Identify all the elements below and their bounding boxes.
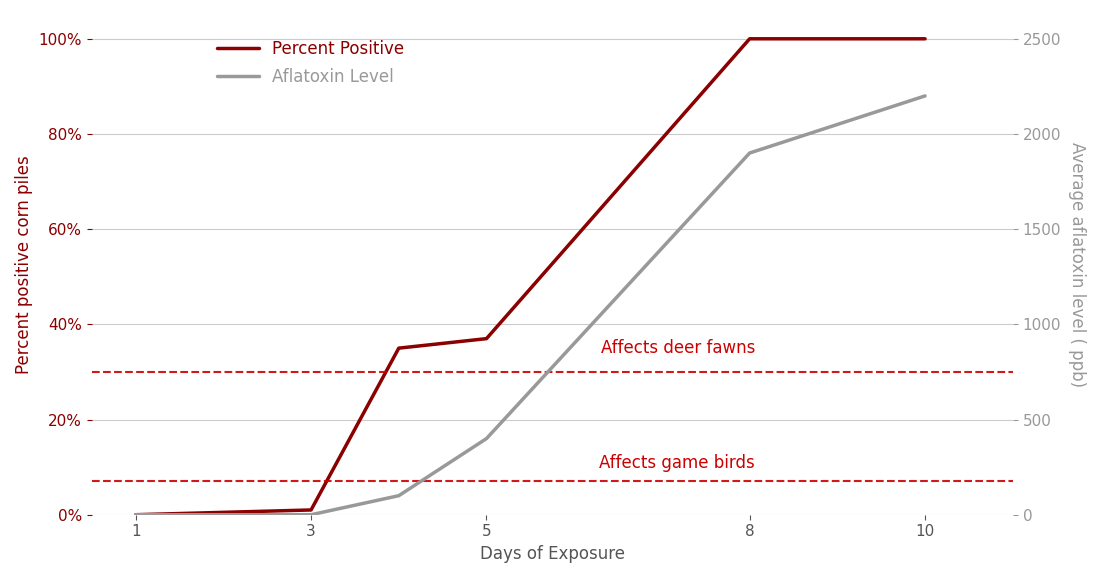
Y-axis label: Average aflatoxin level ( ppb): Average aflatoxin level ( ppb) [1068, 142, 1086, 387]
Y-axis label: Percent positive corn piles: Percent positive corn piles [15, 155, 33, 374]
Legend: Percent Positive, Aflatoxin Level: Percent Positive, Aflatoxin Level [210, 34, 411, 92]
Text: Affects deer fawns: Affects deer fawns [600, 339, 755, 357]
Text: Affects game birds: Affects game birds [599, 454, 755, 472]
X-axis label: Days of Exposure: Days of Exposure [480, 545, 624, 563]
